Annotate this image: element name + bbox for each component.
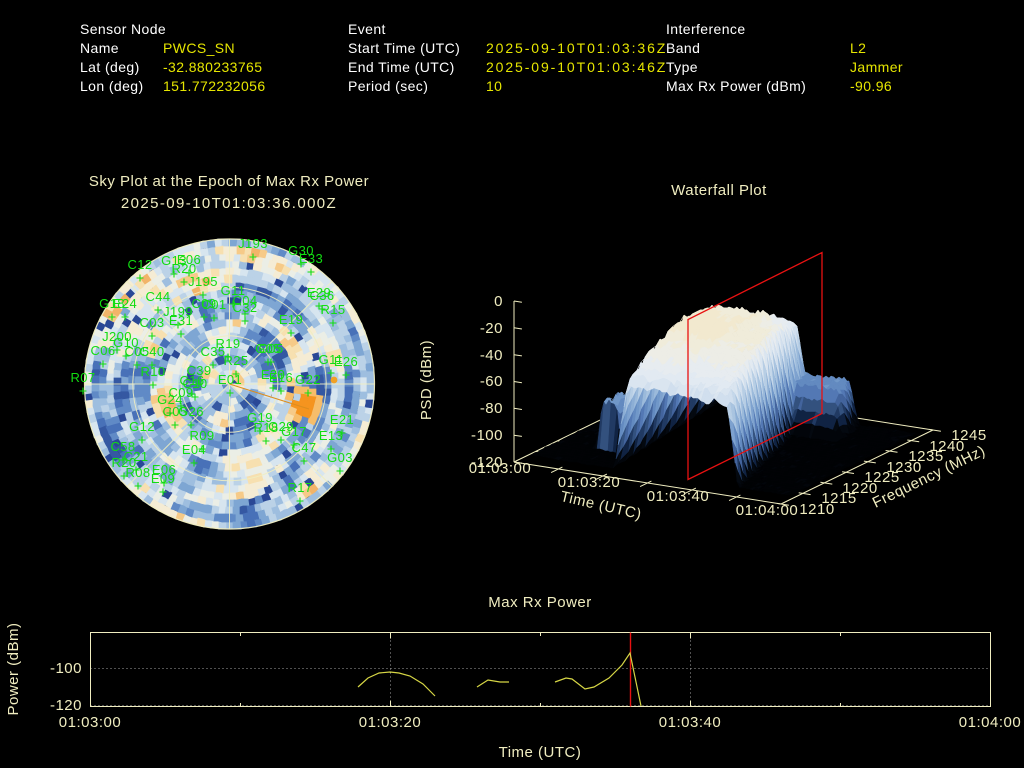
- svg-text:J199: J199: [163, 304, 193, 319]
- svg-text:J200: J200: [102, 329, 132, 344]
- svg-text:Max Rx Power: Max Rx Power: [488, 594, 592, 611]
- svg-text:E26: E26: [334, 354, 358, 369]
- svg-text:1215: 1215: [821, 490, 856, 507]
- svg-text:1240: 1240: [929, 438, 964, 455]
- svg-text:-120: -120: [471, 454, 503, 471]
- svg-text:R07: R07: [70, 370, 95, 385]
- svg-text:E19: E19: [279, 312, 303, 327]
- svg-text:E31: E31: [169, 313, 193, 328]
- svg-text:E33: E33: [299, 251, 323, 266]
- svg-text:1210: 1210: [799, 501, 834, 518]
- svg-text:R08: R08: [125, 465, 150, 480]
- svg-text:C36: C36: [309, 288, 334, 303]
- svg-text:01:03:20: 01:03:20: [359, 714, 421, 731]
- svg-text:R09: R09: [189, 428, 214, 443]
- svg-text:E06: E06: [152, 462, 176, 477]
- svg-text:1235: 1235: [908, 448, 943, 465]
- svg-text:R25: R25: [223, 353, 248, 368]
- svg-text:G29: G29: [268, 419, 294, 434]
- svg-text:01:03:20: 01:03:20: [558, 474, 620, 491]
- svg-text:R17: R17: [287, 480, 312, 495]
- svg-text:01:03:00: 01:03:00: [59, 714, 121, 731]
- svg-text:-100: -100: [471, 427, 503, 444]
- svg-text:R20: R20: [171, 261, 196, 276]
- svg-text:01:04:00: 01:04:00: [959, 714, 1021, 731]
- svg-text:C40: C40: [139, 344, 164, 359]
- svg-text:C21: C21: [123, 449, 148, 464]
- svg-text:R18: R18: [253, 420, 278, 435]
- svg-text:1225: 1225: [864, 469, 899, 486]
- svg-text:C04: C04: [232, 293, 257, 308]
- svg-text:G22: G22: [295, 372, 321, 387]
- svg-text:E13: E13: [319, 428, 343, 443]
- svg-text:C32: C32: [232, 300, 257, 315]
- svg-text:Power (dBm): Power (dBm): [5, 622, 22, 715]
- svg-text:E24: E24: [113, 296, 137, 311]
- svg-text:J193: J193: [238, 236, 268, 251]
- svg-text:Waterfall Plot: Waterfall Plot: [671, 182, 767, 199]
- svg-text:1230: 1230: [886, 459, 921, 476]
- svg-text:G30: G30: [288, 243, 314, 258]
- svg-text:-60: -60: [480, 373, 503, 390]
- svg-text:G11: G11: [319, 352, 344, 367]
- svg-text:-120: -120: [50, 697, 82, 714]
- svg-text:C01: C01: [201, 297, 226, 312]
- svg-text:01:03:40: 01:03:40: [659, 714, 721, 731]
- svg-text:G10: G10: [113, 335, 139, 350]
- svg-text:E16: E16: [269, 370, 293, 385]
- svg-text:C10: C10: [182, 376, 207, 391]
- svg-text:R20: R20: [111, 455, 136, 470]
- svg-text:C05: C05: [124, 344, 149, 359]
- svg-text:01:03:00: 01:03:00: [469, 460, 531, 477]
- svg-text:PSD (dBm): PSD (dBm): [418, 340, 435, 420]
- svg-text:Time (UTC): Time (UTC): [499, 744, 582, 761]
- svg-text:C12: C12: [127, 257, 152, 272]
- svg-text:G19: G19: [247, 410, 273, 425]
- svg-text:C09: C09: [168, 385, 193, 400]
- svg-text:C39: C39: [186, 363, 211, 378]
- svg-text:01:03:40: 01:03:40: [647, 488, 709, 505]
- svg-text:C35: C35: [200, 344, 225, 359]
- svg-text:J195: J195: [188, 274, 218, 289]
- svg-text:G26: G26: [178, 404, 204, 419]
- svg-text:R19: R19: [215, 336, 240, 351]
- svg-text:E21: E21: [330, 412, 354, 427]
- svg-text:C06: C06: [90, 343, 115, 358]
- svg-text:Sky Plot at the Epoch of Max R: Sky Plot at the Epoch of Max Rx Power: [89, 173, 369, 190]
- svg-text:G12: G12: [129, 419, 155, 434]
- svg-text:G18: G18: [99, 296, 125, 311]
- svg-text:E29: E29: [307, 285, 331, 300]
- svg-text:E04: E04: [182, 442, 206, 457]
- svg-text:E09: E09: [151, 471, 175, 486]
- svg-text:G03: G03: [327, 450, 353, 465]
- svg-text:C58: C58: [110, 439, 135, 454]
- svg-text:G05: G05: [255, 341, 281, 356]
- svg-text:C05: C05: [258, 341, 283, 356]
- svg-text:-100: -100: [50, 660, 82, 677]
- svg-text:C44: C44: [145, 289, 170, 304]
- svg-text:1220: 1220: [842, 480, 877, 497]
- svg-text:C47: C47: [291, 440, 316, 455]
- svg-text:G24: G24: [157, 392, 183, 407]
- svg-text:C03: C03: [139, 315, 164, 330]
- svg-text:E01: E01: [218, 372, 242, 387]
- svg-text:-40: -40: [480, 347, 503, 364]
- svg-text:G17: G17: [281, 424, 307, 439]
- svg-text:2025-09-10T01:03:36.000Z: 2025-09-10T01:03:36.000Z: [121, 195, 337, 212]
- svg-text:R10: R10: [140, 364, 165, 379]
- svg-text:1245: 1245: [951, 427, 986, 444]
- svg-text:C09: C09: [191, 296, 216, 311]
- svg-text:C05: C05: [162, 404, 187, 419]
- svg-text:C16: C16: [179, 373, 204, 388]
- svg-text:-80: -80: [480, 400, 503, 417]
- svg-text:01:04:00: 01:04:00: [736, 502, 798, 519]
- svg-text:R15: R15: [320, 302, 345, 317]
- svg-text:-20: -20: [480, 320, 503, 337]
- svg-text:G13: G13: [161, 253, 187, 268]
- svg-text:G11: G11: [221, 283, 246, 298]
- svg-text:E06: E06: [177, 252, 201, 267]
- svg-text:E20: E20: [261, 367, 285, 382]
- svg-text:0: 0: [494, 293, 503, 310]
